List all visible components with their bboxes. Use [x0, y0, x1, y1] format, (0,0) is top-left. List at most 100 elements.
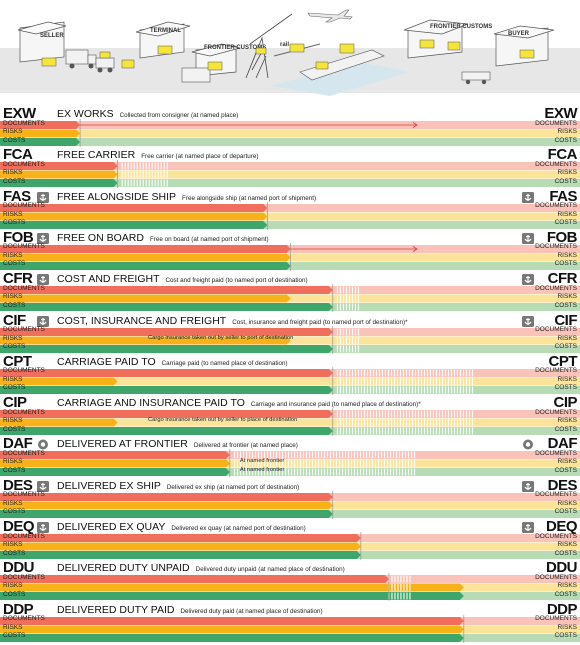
- term-code-right: DDU: [546, 559, 578, 577]
- documents-seller-bar: [0, 410, 333, 419]
- term-description: Delivered at frontier (at named place): [193, 442, 298, 450]
- category-label-costs: COSTS: [3, 425, 26, 433]
- category-label-right-risks: RISKS: [557, 417, 577, 425]
- truck-icon: [65, 49, 135, 73]
- costs-buyer-bar: [0, 468, 580, 477]
- category-label-right-costs: COSTS: [554, 384, 577, 392]
- documents-seller-bar: [0, 368, 333, 377]
- category-label-risks: RISKS: [3, 417, 23, 425]
- category-label-right-documents: DOCUMENTS: [535, 326, 577, 333]
- term-description: Delivered duty paid (at named place of d…: [180, 607, 323, 615]
- term-code-right: DDP: [546, 600, 578, 618]
- term-row-cip: CIP CARRIAGE AND INSURANCE PAID TO Carriag…: [0, 394, 580, 438]
- documents-seller-bar: [0, 327, 333, 336]
- category-label-documents: DOCUMENTS: [3, 284, 45, 292]
- category-label-costs: COSTS: [3, 301, 26, 309]
- risks-seller-bar: [0, 583, 464, 592]
- category-label-right-risks: RISKS: [557, 334, 577, 342]
- term-title: DELIVERED AT FRONTIER: [57, 438, 188, 451]
- category-label-costs: COSTS: [3, 632, 26, 640]
- term-code: DAF: [3, 435, 33, 453]
- target-icon: [522, 437, 534, 450]
- documents-seller-bar: [0, 451, 230, 460]
- category-label-costs: COSTS: [3, 177, 26, 185]
- documents-seller-bar: [0, 492, 333, 501]
- term-bars: [0, 119, 580, 147]
- term-row-fob: FOB FREE ON BOARD Free on board (at named …: [0, 229, 580, 273]
- term-code: FOB: [3, 228, 34, 246]
- crane-icon: [245, 13, 293, 79]
- category-label-right-risks: RISKS: [557, 623, 577, 631]
- documents-seller-bar: [0, 616, 464, 625]
- category-label-right-documents: DOCUMENTS: [535, 284, 577, 292]
- anchor-icon: [37, 190, 49, 203]
- category-label-documents: DOCUMENTS: [3, 532, 45, 540]
- term-name: DELIVERED EX SHIP Delivered ex ship (at n…: [57, 480, 299, 492]
- anchor-icon: [37, 314, 49, 327]
- term-bars: [0, 449, 580, 478]
- term-note: At named frontier: [239, 466, 285, 473]
- delivery-arrow: [80, 122, 418, 128]
- category-label-right-risks: RISKS: [557, 251, 577, 259]
- delivery-arrow: [290, 246, 418, 252]
- anchor-icon: [37, 231, 49, 244]
- costs-seller-bar: [0, 385, 333, 394]
- documents-seller-bar: [0, 286, 333, 295]
- logistics-scene: SELLER TERMINAL FRONTIER CUSTOMS rail: [0, 0, 580, 105]
- term-description: Collected from consigner (at named place…: [119, 112, 239, 119]
- term-bars: [0, 160, 580, 189]
- term-title: DELIVERED EX QUAY: [57, 521, 166, 533]
- category-label-documents: DOCUMENTS: [3, 449, 45, 457]
- seller-label: SELLER: [40, 33, 64, 39]
- documents-seller-bar: [0, 244, 291, 253]
- term-row-cfr: CFR COST AND FREIGHT Cost and freight paid…: [0, 270, 580, 314]
- term-code-right: CIF: [554, 311, 577, 329]
- buyer-building: BUYER: [493, 25, 555, 67]
- incoterms-table: EXW EX WORKS Collected from consigner (at …: [0, 105, 580, 643]
- term-title: COST AND FREIGHT: [57, 273, 160, 286]
- term-row-fas: FAS FREE ALONGSIDE SHIP Free alongside shi…: [0, 188, 580, 232]
- term-name: CARRIAGE PAID TO Carriage paid (to named …: [57, 356, 288, 368]
- costs-seller-bar: [0, 427, 333, 436]
- costs-seller-bar: [0, 303, 333, 312]
- category-label-documents: DOCUMENTS: [3, 243, 45, 251]
- anchor-icon: [522, 272, 534, 286]
- term-description: Free alongside ship (at named port of sh…: [182, 194, 317, 202]
- ship-icon: [299, 43, 385, 81]
- term-description: Carriage and insurance paid (to named pl…: [250, 401, 421, 409]
- category-label-right-costs: COSTS: [554, 466, 577, 474]
- term-name: DELIVERED DUTY PAID Delivered duty paid (…: [57, 604, 323, 616]
- term-bars: [0, 614, 580, 643]
- risks-seller-bar: [0, 625, 464, 634]
- category-label-documents: DOCUMENTS: [3, 573, 45, 581]
- category-label-risks: RISKS: [3, 334, 23, 342]
- category-label-right-risks: RISKS: [557, 541, 577, 548]
- term-code-right: DAF: [547, 435, 578, 453]
- category-label-documents: DOCUMENTS: [3, 326, 45, 333]
- category-label-right-costs: COSTS: [554, 136, 577, 144]
- risks-seller-bar: [0, 459, 230, 468]
- category-label-costs: COSTS: [3, 136, 26, 144]
- term-row-des: DES DELIVERED EX SHIP Delivered ex ship (a…: [0, 477, 580, 521]
- rail-icon: rail: [273, 42, 321, 57]
- airplane-icon: [307, 9, 353, 23]
- category-label-risks: RISKS: [3, 623, 23, 631]
- term-description: Free on board (at named port of shipment…: [149, 235, 269, 243]
- term-bars: [0, 284, 580, 313]
- category-label-costs: COSTS: [3, 508, 26, 516]
- term-name: CARRIAGE AND INSURANCE PAID TO Carriage a…: [57, 397, 421, 409]
- anchor-icon: [37, 479, 49, 492]
- term-code-right: CIP: [553, 394, 577, 412]
- category-label-right-risks: RISKS: [557, 582, 577, 590]
- term-description: Free carrier (at named place of departur…: [141, 153, 259, 161]
- term-bars: [0, 325, 580, 354]
- costs-seller-bar: [0, 509, 333, 518]
- risks-buyer-bar: [0, 377, 580, 386]
- term-name: DELIVERED EX QUAY Delivered ex quay (at n…: [57, 521, 306, 533]
- term-code-right: FOB: [546, 228, 578, 246]
- category-label-costs: COSTS: [3, 549, 26, 557]
- documents-buyer-bar: [0, 203, 580, 212]
- risks-buyer-bar: [0, 418, 580, 427]
- term-bars: [0, 408, 580, 437]
- term-title: DELIVERED EX SHIP: [57, 479, 161, 492]
